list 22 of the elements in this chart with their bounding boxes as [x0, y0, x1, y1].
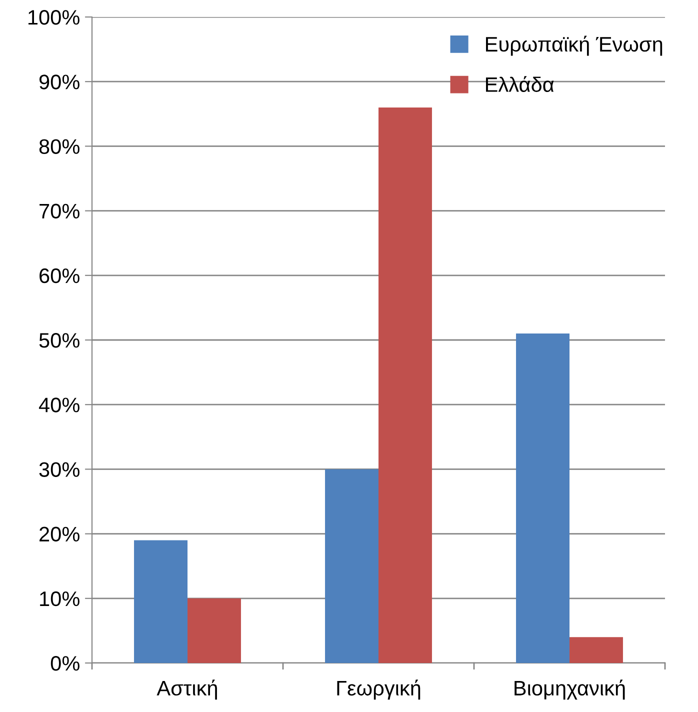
y-tick-label: 50%	[39, 333, 80, 348]
bar	[378, 107, 432, 663]
bar	[188, 598, 241, 663]
y-tick-label: 20%	[40, 526, 80, 542]
y-tick-label: 10%	[40, 591, 80, 606]
x-tick-label: Βιομηχανική	[514, 680, 625, 700]
y-tick-label: 80%	[39, 139, 80, 154]
bar	[134, 540, 188, 663]
y-tick-label: 40%	[38, 398, 80, 412]
legend-label: Ευρωπαϊκή Ένωση	[486, 36, 662, 56]
x-tick-label: Γεωργική	[337, 680, 420, 700]
x-tick-label: Αστική	[156, 680, 217, 700]
bar	[570, 637, 623, 663]
y-tick-label: 90%	[39, 74, 80, 90]
legend-label: Ελλάδα	[486, 76, 554, 92]
bar	[325, 469, 378, 663]
y-tick-label: 70%	[40, 204, 80, 219]
y-tick-label: 60%	[40, 268, 80, 284]
y-tick-label: 30%	[39, 462, 80, 477]
y-tick-label: 0%	[50, 656, 80, 671]
bar	[516, 334, 570, 663]
y-tick-label: 100%	[28, 10, 80, 25]
